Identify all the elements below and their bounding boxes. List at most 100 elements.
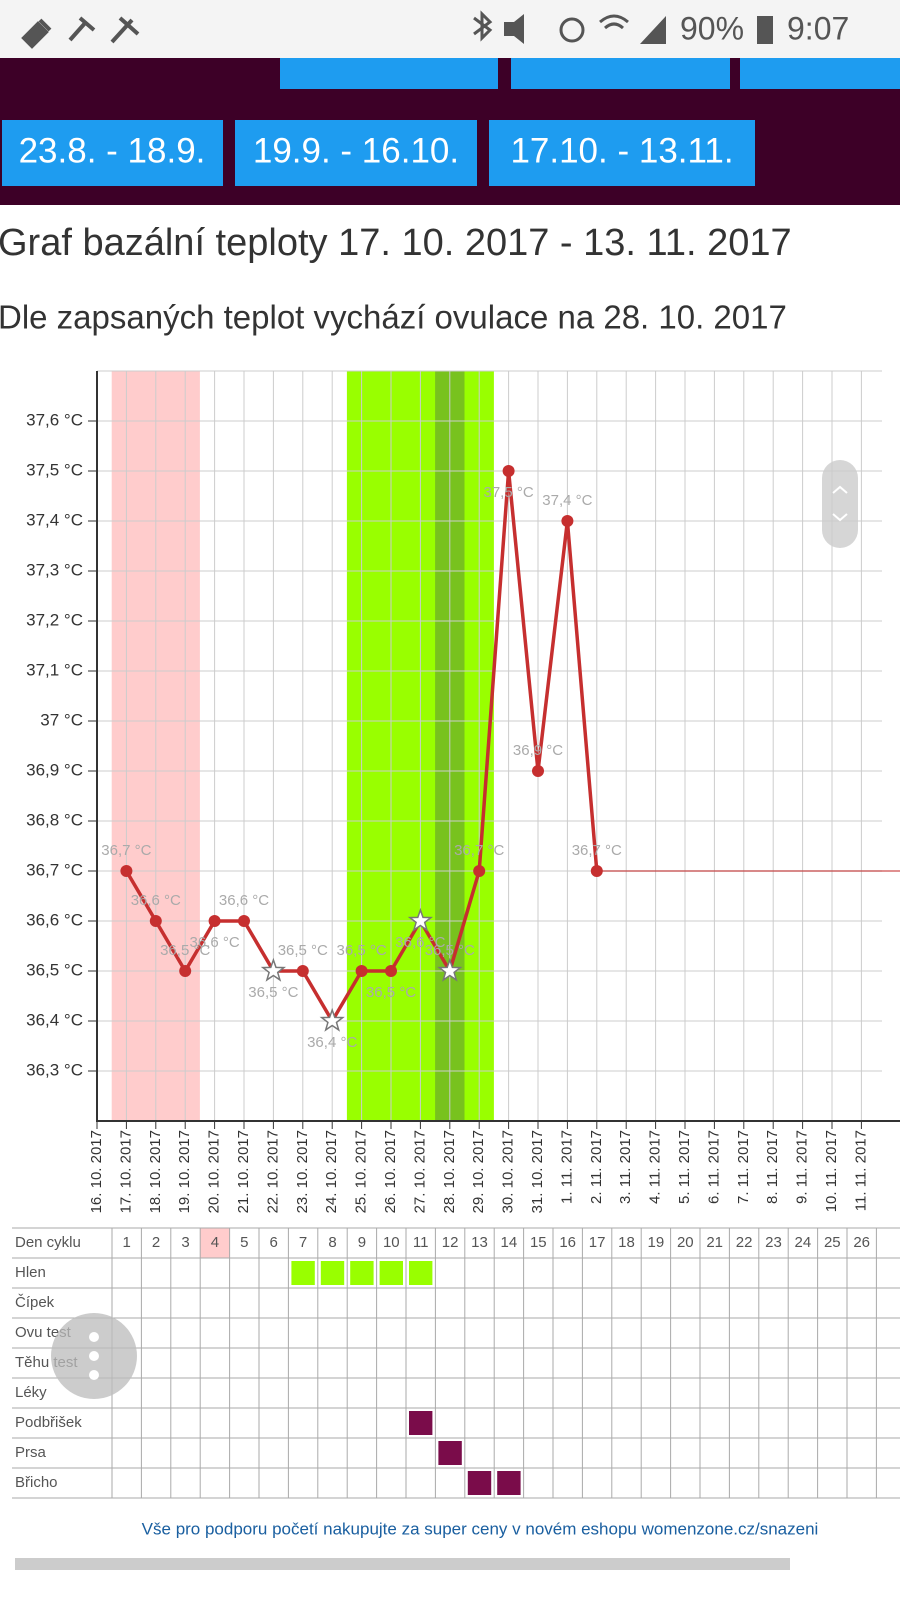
x-tick-label: 7. 11. 2017 [735,1130,752,1204]
period-label[interactable]: 23.8. - 18.9. [19,131,206,170]
value-label: 36,5 °C [366,984,416,1001]
x-tick-label: 4. 11. 2017 [647,1130,664,1204]
bluetooth-icon [473,10,493,42]
period-button[interactable] [235,120,477,186]
x-tick-label: 26. 10. 2017 [382,1130,399,1213]
marked-cell [497,1471,521,1495]
x-tick-label: 11. 11. 2017 [852,1130,869,1211]
day-number: 13 [471,1234,488,1251]
day-number: 7 [299,1234,307,1251]
day-number: 15 [530,1234,547,1251]
day-number: 16 [559,1234,576,1251]
day-number: 14 [501,1234,518,1251]
y-tick-label: 36,6 °C [26,910,83,929]
marked-cell [379,1261,403,1285]
scroll-arrows [832,485,848,522]
day-number: 23 [765,1234,782,1251]
point-marker [502,465,515,477]
y-tick-label: 36,8 °C [26,810,83,829]
period-button[interactable] [489,120,755,186]
status-background [0,0,900,58]
day-number: 6 [270,1234,278,1251]
scrollbar [15,1558,790,1570]
day-number: 19 [648,1234,665,1251]
x-tick-label: 24. 10. 2017 [323,1130,340,1213]
value-label: 36,7 °C [101,842,151,859]
x-tick-label: 2. 11. 2017 [588,1130,605,1204]
period-button[interactable] [2,120,223,186]
point-marker [208,915,221,927]
value-label: 36,5 °C [425,942,475,959]
x-tick-label: 3. 11. 2017 [617,1130,634,1204]
day-number: 25 [824,1234,841,1251]
marked-cell [291,1261,315,1285]
star-marker [260,957,287,982]
value-label: 37,4 °C [542,492,592,509]
signal-icon [640,16,666,44]
menu-button[interactable] [51,1313,137,1399]
value-label: 36,5 °C [278,942,328,959]
row-label: Podbřišek [15,1414,82,1431]
marked-cell [409,1411,433,1435]
day-number: 3 [181,1234,189,1251]
period-label[interactable]: 17.10. - 13.11. [510,131,733,170]
mute-icon [504,14,524,44]
x-tick-label: 10. 11. 2017 [823,1130,840,1212]
x-tick-label: 25. 10. 2017 [353,1130,370,1213]
day-number: 26 [853,1234,870,1251]
temperature-chart: 16. 10. 2017 17. 10. 2017 18. 10. 2017 19. … [26,370,900,1213]
marked-cell [409,1261,433,1285]
alarm-icon [559,17,585,43]
day-number: 2 [152,1234,160,1251]
day-number: 1 [123,1234,131,1251]
y-tick-label: 37,6 °C [26,410,83,429]
point-marker [355,965,368,977]
point-marker [296,965,309,977]
wifi-icon [599,14,629,30]
day-number: 24 [795,1234,812,1251]
point-marker [238,915,250,927]
y-tick-label: 36,3 °C [26,1060,83,1079]
x-tick-label: 29. 10. 2017 [470,1130,487,1213]
x-tick-label: 23. 10. 2017 [294,1130,311,1213]
value-label: 36,5 °C [248,984,298,1001]
value-label: 36,6 °C [395,934,445,951]
day-number: 11 [413,1234,429,1251]
x-tick-label: 18. 10. 2017 [147,1130,164,1213]
x-tick-label: 9. 11. 2017 [794,1130,811,1204]
x-tick-label: 6. 11. 2017 [705,1130,722,1204]
shop-link[interactable]: Vše pro podporu početí nakupujte za supe… [142,1519,819,1538]
point-marker [590,865,603,877]
day-number: 20 [677,1234,694,1251]
day-number: 4 [211,1234,219,1251]
value-label: 36,4 °C [307,1034,357,1051]
value-label: 36,6 °C [219,892,269,909]
status-bar: 90% 9:07 [0,0,900,58]
scroll-control[interactable] [822,460,858,548]
x-tick-label: 19. 10. 2017 [176,1130,193,1213]
clock: 9:07 [787,10,849,46]
day-number: 5 [240,1234,248,1251]
x-tick-label: 5. 11. 2017 [676,1130,693,1204]
period-label[interactable]: 19.9. - 16.10. [253,131,459,170]
marked-cell [438,1441,462,1465]
marked-cell [320,1261,345,1285]
value-label: 36,5 °C [160,942,210,959]
x-tick-label: 21. 10. 2017 [235,1130,252,1213]
value-label: 36,6 °C [189,934,239,951]
value-label: 36,7 °C [454,842,504,859]
menu-dot [89,1332,99,1342]
status-icon [21,18,52,49]
day-number: 10 [383,1234,400,1251]
day-number: 21 [706,1234,723,1251]
x-tick-label: 16. 10. 2017 [88,1130,105,1213]
day-number: 12 [442,1234,459,1251]
battery-icon [757,16,773,44]
x-tick-label: 8. 11. 2017 [764,1130,781,1204]
x-tick-label: 22. 10. 2017 [264,1130,281,1213]
scroll-handle[interactable] [822,460,858,548]
value-label: 37,5 °C [483,484,533,501]
table-header-label: Den cyklu [15,1234,81,1251]
